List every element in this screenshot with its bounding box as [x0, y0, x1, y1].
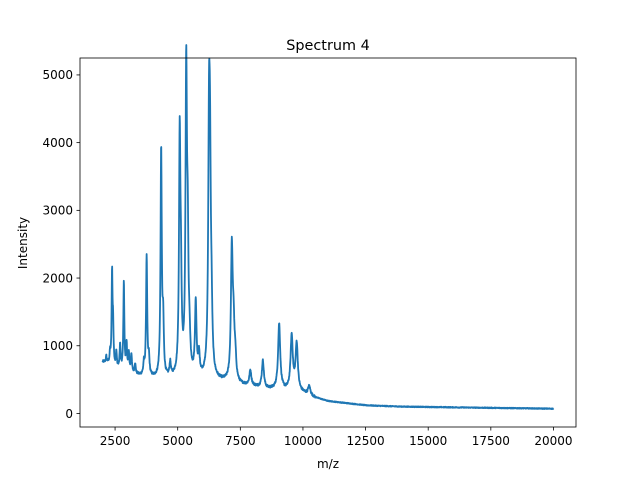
- plot-frame: [79, 57, 577, 428]
- y-tick-label: 2000: [42, 271, 73, 285]
- x-tick-label: 20000: [534, 434, 572, 448]
- x-tick-label: 12500: [346, 434, 384, 448]
- y-axis-label: Intensity: [16, 217, 30, 269]
- x-tick-label: 10000: [284, 434, 322, 448]
- spectrum-series-line: [101, 44, 555, 410]
- x-tick-label: 7500: [225, 434, 256, 448]
- x-tick-label: 17500: [472, 434, 510, 448]
- y-axis: 0 1000 2000 3000 4000 5000: [42, 68, 80, 421]
- plot-area: [101, 44, 555, 410]
- chart-title: Spectrum 4: [286, 38, 369, 54]
- y-tick-label: 0: [65, 407, 73, 421]
- x-tick-label: 2500: [100, 434, 131, 448]
- y-tick-label: 1000: [42, 339, 73, 353]
- x-tick-label: 5000: [162, 434, 193, 448]
- y-tick-label: 3000: [42, 204, 73, 218]
- y-tick-label: 5000: [42, 68, 73, 82]
- x-tick-label: 15000: [409, 434, 447, 448]
- x-axis-label: m/z: [317, 457, 339, 471]
- y-tick-label: 4000: [42, 136, 73, 150]
- x-axis: 2500 5000 7500 10000 12500 15000 17500 20000: [100, 427, 573, 448]
